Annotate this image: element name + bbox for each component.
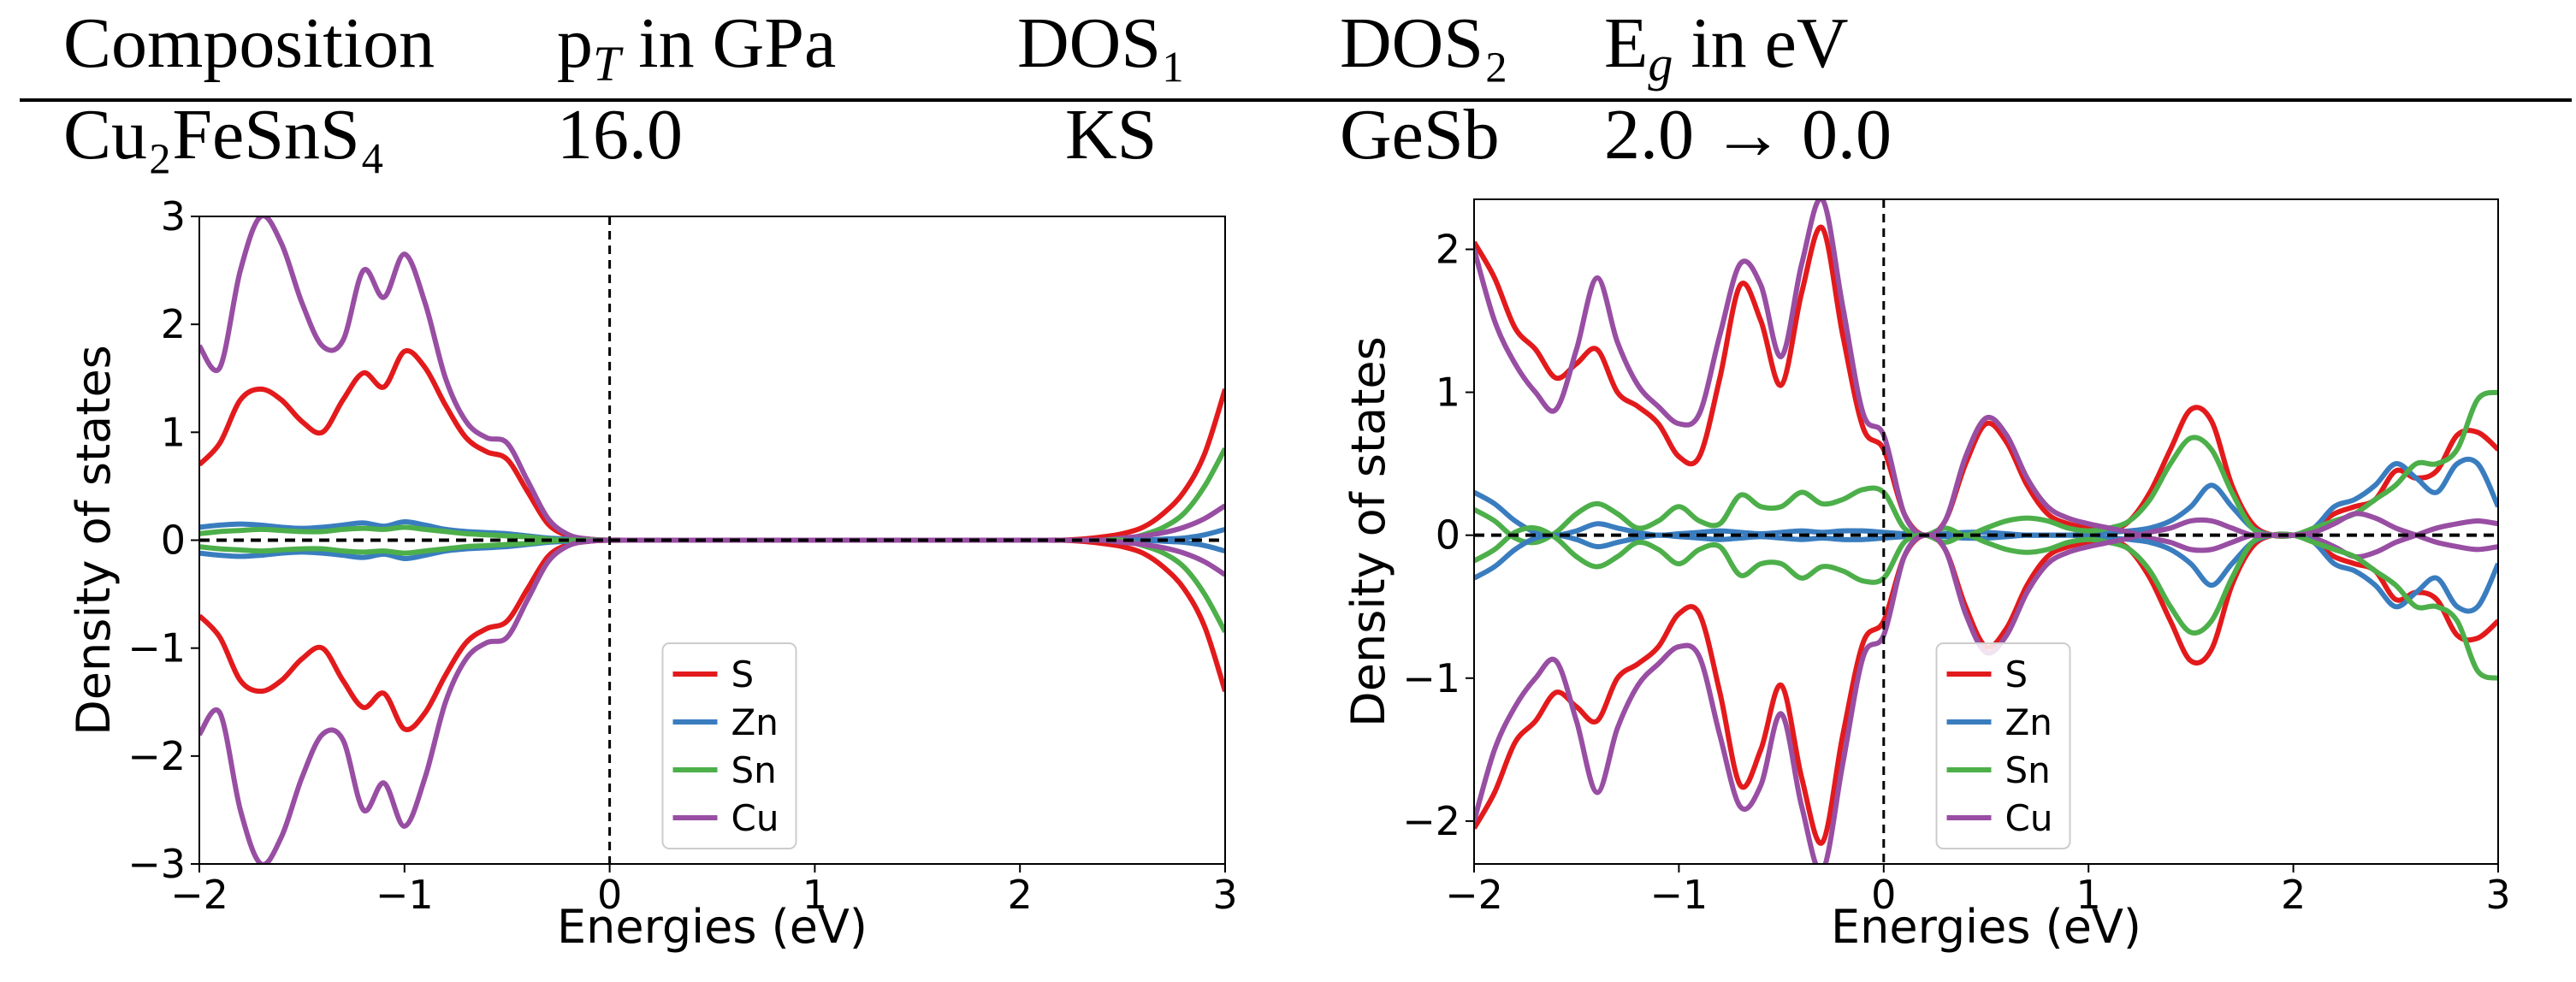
y-tick-label: 1 <box>1436 370 1460 416</box>
x-tick-label: 1 <box>802 872 827 918</box>
dos-line <box>199 447 1225 543</box>
row-cell: 2.0 → 0.0 <box>1604 95 1892 175</box>
x-tick-label: 1 <box>2076 872 2101 918</box>
dos-line <box>1474 511 2498 864</box>
legend-label: Cu <box>2005 797 2053 839</box>
row-cell: 16.0 <box>557 95 683 175</box>
header-cell-sub: g <box>1648 36 1673 92</box>
row-cell: KS <box>1065 95 1157 175</box>
legend-label: Sn <box>2005 749 2051 791</box>
header-cell: Eg in eV <box>1604 3 1849 92</box>
y-tick-label: 2 <box>1436 226 1460 272</box>
y-axis-label: Density of states <box>1341 336 1395 727</box>
dos-line <box>199 537 1225 634</box>
x-tick-label: −1 <box>1649 872 1708 918</box>
legend-label: Sn <box>731 749 777 791</box>
y-tick-label: −1 <box>127 625 186 671</box>
dos-line <box>1474 525 2498 681</box>
legend-box <box>661 642 797 849</box>
dos-line <box>1474 456 2498 539</box>
legend-label: S <box>731 654 755 695</box>
plot-lines <box>1474 199 2498 864</box>
y-tick-label: −3 <box>127 841 186 887</box>
header-cell-base: p <box>557 3 593 83</box>
dos-line <box>1474 531 2498 614</box>
legend-box <box>1935 642 2071 849</box>
row-cell: Cu₂FeSnS₄ <box>63 95 385 175</box>
y-tick-label: −2 <box>1402 798 1460 844</box>
x-tick-label: 2 <box>2281 872 2306 918</box>
y-tick-label: −1 <box>1402 655 1460 701</box>
y-tick-label: 3 <box>161 193 186 240</box>
y-tick-label: −2 <box>127 733 186 779</box>
x-axis-label: Energies (eV) <box>1831 900 2141 954</box>
y-tick-label: 0 <box>1436 512 1460 559</box>
x-axis-label: Energies (eV) <box>557 900 868 954</box>
plot-frame <box>198 216 1226 865</box>
x-tick-label: 3 <box>1212 872 1237 918</box>
y-axis-label: Density of states <box>67 345 121 736</box>
header-cell-rest: in eV <box>1673 3 1848 83</box>
x-tick-label: −2 <box>170 872 228 918</box>
x-tick-label: 3 <box>2485 872 2510 918</box>
x-tick-label: 2 <box>1008 872 1033 918</box>
y-tick-label: 2 <box>161 301 186 347</box>
dos-line <box>199 216 1225 543</box>
x-tick-label: −2 <box>1445 872 1503 918</box>
x-tick-label: −1 <box>376 872 434 918</box>
plot-frame <box>1473 198 2499 865</box>
header-cell: DOS₂ <box>1340 3 1508 83</box>
dos-line <box>1474 389 2498 546</box>
dos-line <box>1474 199 2498 559</box>
row-cell: GeSb <box>1340 95 1500 175</box>
y-tick-label: 1 <box>161 409 186 455</box>
header-cell: pT in GPa <box>557 3 836 92</box>
header-cell-sub: T <box>593 36 624 92</box>
dos-line <box>199 348 1225 543</box>
legend-label: Zn <box>2005 701 2052 743</box>
legend-label: Zn <box>731 701 779 743</box>
dos-line <box>1474 224 2498 540</box>
header-cell: Composition <box>63 3 435 83</box>
legend-label: Cu <box>731 797 779 839</box>
legend-label: S <box>2005 654 2028 695</box>
header-cell-base: E <box>1604 3 1648 83</box>
y-tick-label: 0 <box>161 518 186 564</box>
x-tick-label: 0 <box>597 872 622 918</box>
x-tick-label: 0 <box>1871 872 1896 918</box>
header-cell-rest: in GPa <box>620 3 836 83</box>
header-cell: DOS₁ <box>1017 3 1186 83</box>
